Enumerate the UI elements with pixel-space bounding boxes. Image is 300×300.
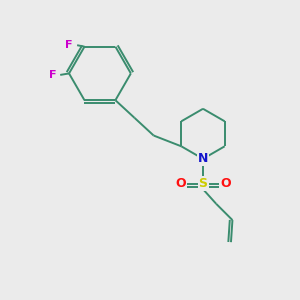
Text: O: O [175,177,186,190]
Text: F: F [49,70,57,80]
Text: O: O [220,177,231,190]
Text: F: F [65,40,73,50]
Text: N: N [198,152,208,165]
Text: S: S [199,177,208,190]
